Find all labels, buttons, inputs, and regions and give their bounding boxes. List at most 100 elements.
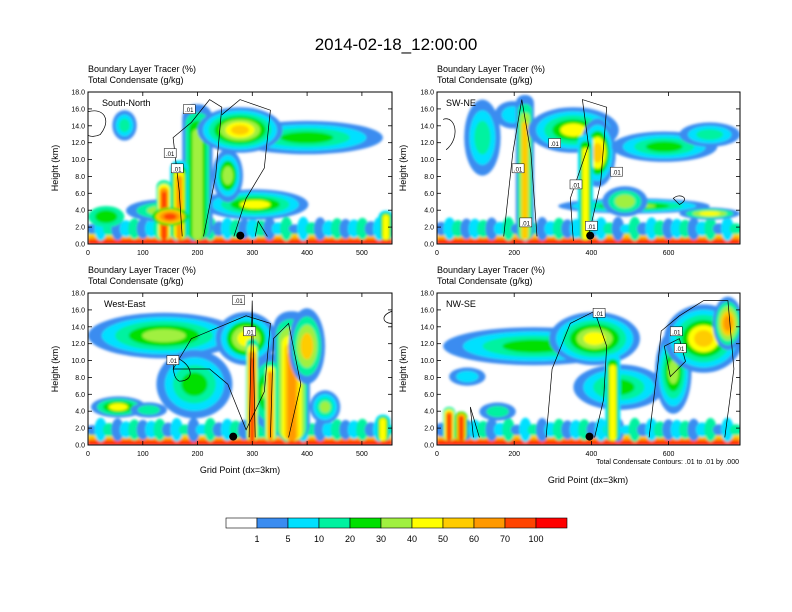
contour-label-box (592, 308, 606, 318)
contour-label-box (232, 295, 245, 305)
y-tick-label: 2.0 (424, 225, 434, 232)
x-tick-label: 600 (663, 250, 675, 257)
tracer-cell (645, 141, 683, 152)
colorbar-label: 40 (407, 534, 417, 544)
y-axis-label: Height (km) (50, 145, 60, 192)
y-tick-label: 16.0 (71, 307, 85, 314)
tracer-cell (240, 200, 271, 209)
contour-label-text: .01 (514, 167, 523, 173)
contour-label: .01 (243, 326, 256, 336)
y-tick-label: 10.0 (420, 157, 434, 164)
tracer-cell (474, 120, 491, 155)
x-tick-label: 200 (192, 250, 204, 257)
tracer-cell (163, 213, 177, 220)
tracer-cell (297, 216, 310, 241)
tracer-cell (222, 166, 234, 185)
y-tick-label: 0.0 (75, 443, 85, 450)
contour-labels: .01 .01 .01 (163, 104, 196, 173)
tracer-cell (137, 405, 160, 415)
tracer-cell (456, 371, 479, 383)
condensate-contour-line (672, 195, 685, 205)
y-tick-label: 4.0 (75, 208, 85, 215)
colorbar-swatch (473, 517, 506, 529)
panel-sw-ne: Boundary Layer Tracer (%) Total Condensa… (398, 64, 741, 257)
tracer-cell (699, 211, 721, 216)
heatmap-field (88, 308, 392, 445)
contour-label-box (670, 326, 683, 337)
y-tick-label: 18.0 (420, 90, 434, 97)
y-tick-label: 6.0 (424, 392, 434, 399)
tracer-cell (313, 217, 327, 241)
y-axis-label: Height (km) (398, 145, 408, 192)
tracer-cell (560, 123, 587, 137)
contour-labels: .01 .01 .01 .01 .01 .01 (511, 138, 623, 231)
y-tick-label: 14.0 (420, 123, 434, 130)
x-tick-label: 0 (86, 451, 90, 458)
x-tick-label: 200 (508, 250, 520, 257)
tracer-cell (687, 217, 700, 240)
y-axis-label: Height (km) (398, 346, 408, 393)
contour-label-box (511, 163, 525, 174)
condensate-contour-line (172, 99, 223, 237)
colorbar-swatch (411, 517, 444, 529)
y-axis-ticks: 0.0 2.0 4.0 6.0 8.0 10.0 12.0 14.0 16.0 18.0 (420, 291, 740, 450)
location-marker (585, 432, 594, 441)
boundary-layer-band (88, 241, 392, 244)
tracer-cell (231, 125, 249, 135)
condensate-contour-line (469, 406, 480, 438)
contour-label-text: .01 (595, 312, 604, 318)
y-tick-label: 8.0 (75, 375, 85, 382)
contour-label-text: .01 (234, 299, 243, 305)
x-tick-label: 300 (246, 451, 258, 458)
contour-label-box (673, 343, 687, 353)
tracer-cell (187, 417, 200, 442)
y-tick-label: 10.0 (71, 358, 85, 365)
tracer-cell (136, 218, 150, 239)
y-tick-label: 18.0 (420, 291, 434, 298)
contour-label-text: .01 (185, 108, 194, 114)
x-tick-label: 100 (137, 250, 149, 257)
x-axis-ticks: 0 200 400 600 (435, 92, 675, 257)
convective-column (250, 357, 255, 441)
y-tick-label: 16.0 (71, 106, 85, 113)
condensate-contour-line (663, 338, 686, 378)
boundary-layer-band (437, 442, 740, 445)
heatmap-field (437, 296, 740, 445)
colorbar-swatch (349, 517, 382, 529)
colorbar-swatch (225, 517, 258, 529)
condensate-contour-line (503, 99, 538, 237)
tracer-cell (628, 417, 642, 442)
panel-subtitle-condensate: Total Condensate (g/kg) (437, 276, 533, 286)
colorbar: 1 5 10 20 30 40 50 60 70 100 (225, 517, 568, 544)
y-axis-ticks: 0.0 2.0 4.0 6.0 8.0 10.0 12.0 14.0 16.0 18.0 (71, 291, 392, 450)
y-tick-label: 18.0 (71, 90, 85, 97)
tracer-cell (552, 418, 566, 441)
y-tick-label: 12.0 (420, 140, 434, 147)
colorbar-swatch (504, 517, 537, 529)
tracer-cell (628, 216, 642, 241)
y-axis-ticks: 0.0 2.0 4.0 6.0 8.0 10.0 12.0 14.0 16.0 18.0 (71, 90, 392, 249)
y-tick-label: 6.0 (75, 392, 85, 399)
panel-south-north: Boundary Layer Tracer (%) Total Condensa… (50, 64, 393, 257)
convective-column (379, 418, 387, 441)
condensate-contour-line (248, 300, 256, 438)
tracer-cell (443, 217, 456, 241)
x-tick-label: 200 (508, 451, 520, 458)
tracer-cell (645, 217, 658, 241)
panel-label: SW-NE (446, 98, 476, 108)
x-tick-label: 400 (301, 451, 313, 458)
tracer-cell (583, 332, 606, 345)
panel-subtitle-condensate: Total Condensate (g/kg) (437, 75, 533, 85)
tracer-cell (119, 118, 130, 133)
condensate-contour-line (569, 99, 608, 242)
tracer-cell (468, 218, 482, 239)
y-tick-label: 12.0 (71, 140, 85, 147)
condensate-contours (88, 99, 271, 237)
y-tick-label: 4.0 (424, 208, 434, 215)
contour-label-text: .01 (173, 167, 182, 173)
panel-west-east: Boundary Layer Tracer (%) Total Condensa… (50, 265, 393, 475)
y-tick-label: 12.0 (420, 341, 434, 348)
y-tick-label: 18.0 (71, 291, 85, 298)
condensate-contour-line (442, 118, 456, 151)
location-marker (236, 231, 245, 240)
